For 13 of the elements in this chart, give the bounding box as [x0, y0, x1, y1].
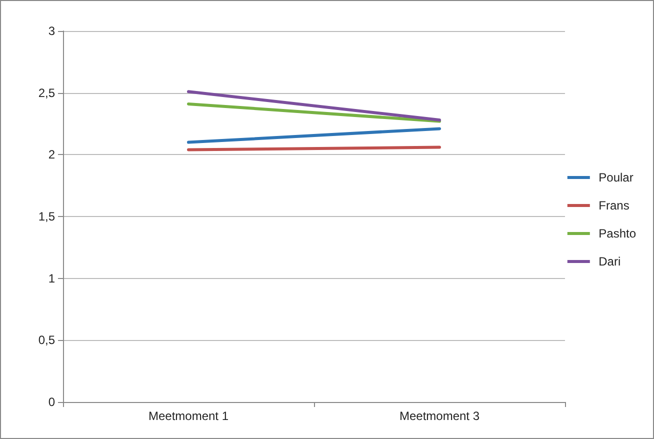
legend-label: Frans [598, 198, 630, 212]
y-tick-label: 0,5 [38, 333, 56, 348]
legend-label: Dari [598, 254, 621, 268]
y-tick-label: 1 [48, 271, 56, 286]
x-tick-label: Meetmoment 1 [148, 409, 229, 423]
legend-label: Pashto [598, 226, 636, 240]
x-tick-label: Meetmoment 3 [399, 409, 480, 423]
y-tick-label: 1,5 [38, 210, 56, 224]
y-tick-label: 3 [48, 24, 56, 38]
y-tick-label: 2 [48, 148, 56, 162]
y-tick-label: 2,5 [38, 86, 56, 100]
legend-label: Poular [598, 170, 634, 184]
y-tick-label: 0 [48, 395, 56, 409]
